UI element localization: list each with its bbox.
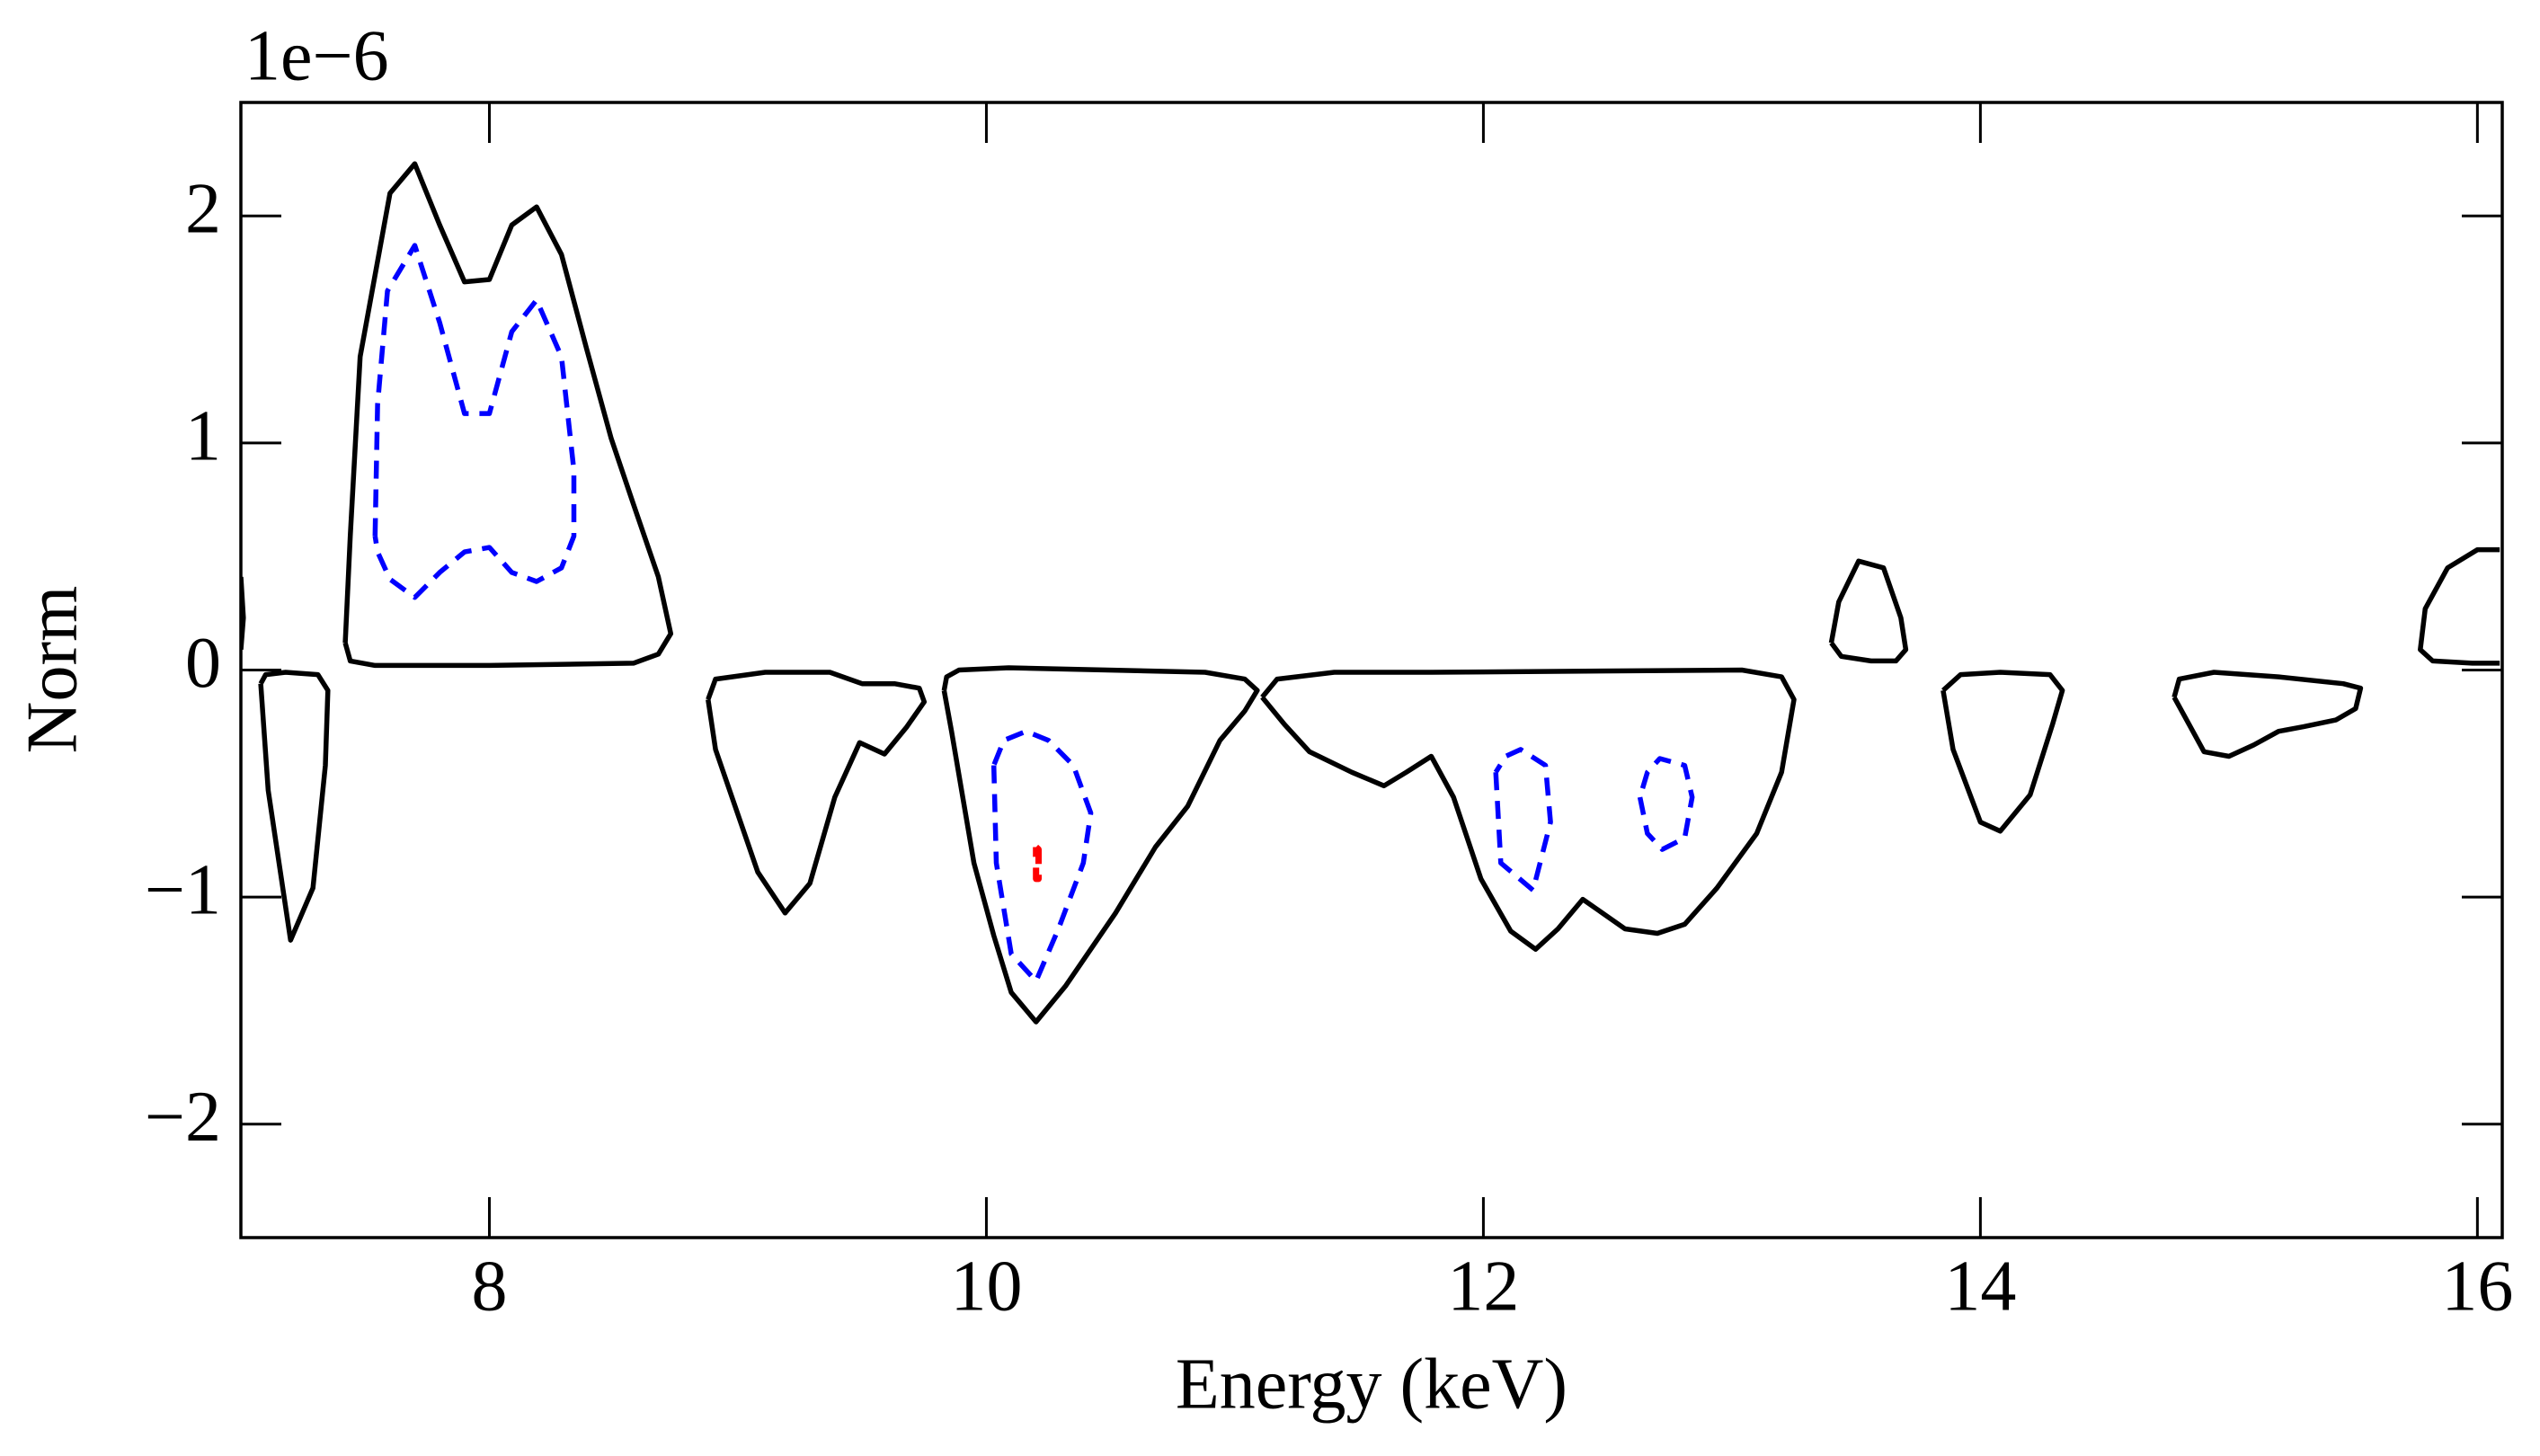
x-tick-label: 10: [950, 1247, 1022, 1326]
y-tick-label: 0: [185, 624, 221, 703]
y-tick-label: −1: [145, 850, 221, 929]
contour-line: [1493, 747, 1553, 893]
contour-line: [1637, 756, 1695, 852]
contour-line: [706, 670, 928, 916]
contour-line: [1033, 844, 1042, 883]
x-tick-label: 14: [1944, 1247, 2016, 1326]
contour-line: [1828, 558, 1909, 664]
x-tick-label: 16: [2441, 1247, 2513, 1326]
contour-line: [258, 670, 331, 943]
contour-line: [941, 665, 1260, 1025]
contour-line: [2418, 546, 2500, 666]
contour-line: [990, 728, 1094, 984]
contour-line: [342, 161, 674, 669]
x-tick-label: 12: [1447, 1247, 1519, 1326]
y-tick-label: 1: [185, 396, 221, 475]
plot-area: [241, 161, 2500, 1025]
contour-line: [1941, 670, 2065, 834]
contour-line: [2171, 670, 2364, 759]
contour-line: [1260, 667, 1797, 952]
x-tick-label: 8: [471, 1247, 507, 1326]
y-tick-label: 2: [185, 170, 221, 249]
x-axis-label: Energy (keV): [1176, 1345, 1568, 1424]
y-axis-label: Norm: [13, 586, 92, 754]
offset-label: 1e−6: [244, 16, 389, 95]
y-tick-label: −2: [145, 1078, 221, 1157]
